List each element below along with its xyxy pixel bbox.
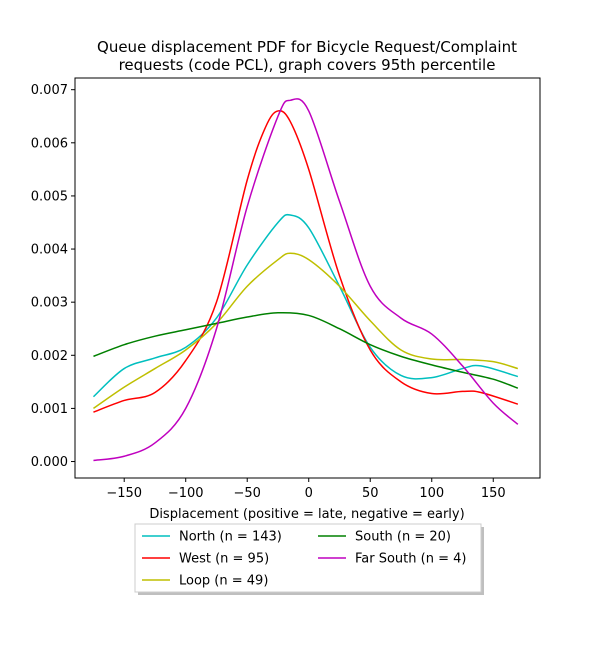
series-line-1 [93, 109, 519, 413]
y-tick-label: 0.005 [31, 189, 68, 204]
y-tick-label: 0.004 [31, 243, 68, 258]
x-tick-label: 0 [305, 486, 313, 501]
legend: North (n = 143) West (n = 95) Loop (n = 49… [134, 523, 484, 595]
legend-label-3: South (n = 20) [355, 530, 451, 545]
y-tick-label: 0.006 [31, 136, 68, 151]
x-tick-label: 100 [419, 486, 444, 501]
y-tick-label: 0.000 [31, 455, 68, 470]
y-tick-label: 0.001 [31, 402, 68, 417]
legend-label-4: Far South (n = 4) [355, 552, 466, 567]
legend-label-0: North (n = 143) [179, 530, 282, 545]
legend-label-1: West (n = 95) [179, 552, 269, 567]
x-tick-label: 50 [362, 486, 379, 501]
chart-title-line-1: Queue displacement PDF for Bicycle Reque… [97, 38, 517, 56]
legend-label-2: Loop (n = 49) [179, 574, 268, 589]
plot-frame [74, 77, 541, 479]
x-tick-label: 150 [481, 486, 506, 501]
series-line-3 [93, 311, 519, 389]
series-line-0 [92, 213, 519, 398]
y-tick-label: 0.007 [31, 83, 68, 98]
legend-box [134, 523, 482, 593]
y-tick-label: 0.002 [31, 349, 68, 364]
x-axis-label: Displacement (positive = late, negative … [149, 507, 464, 522]
series-line-4 [93, 98, 519, 462]
chart-title: Queue displacement PDF for Bicycle Reque… [97, 38, 517, 74]
series-line-2 [93, 252, 519, 410]
x-axis: −150 −100 −50 0 50 100 150 [106, 478, 506, 501]
series-layer [92, 98, 519, 462]
x-tick-label: −100 [168, 486, 204, 501]
x-tick-label: −50 [234, 486, 261, 501]
chart-title-line-2: requests (code PCL), graph covers 95th p… [119, 56, 496, 74]
y-axis: 0.000 0.001 0.002 0.003 0.004 0.005 0.006 0.007 [31, 83, 75, 470]
y-tick-label: 0.003 [31, 296, 68, 311]
x-tick-label: −150 [106, 486, 142, 501]
